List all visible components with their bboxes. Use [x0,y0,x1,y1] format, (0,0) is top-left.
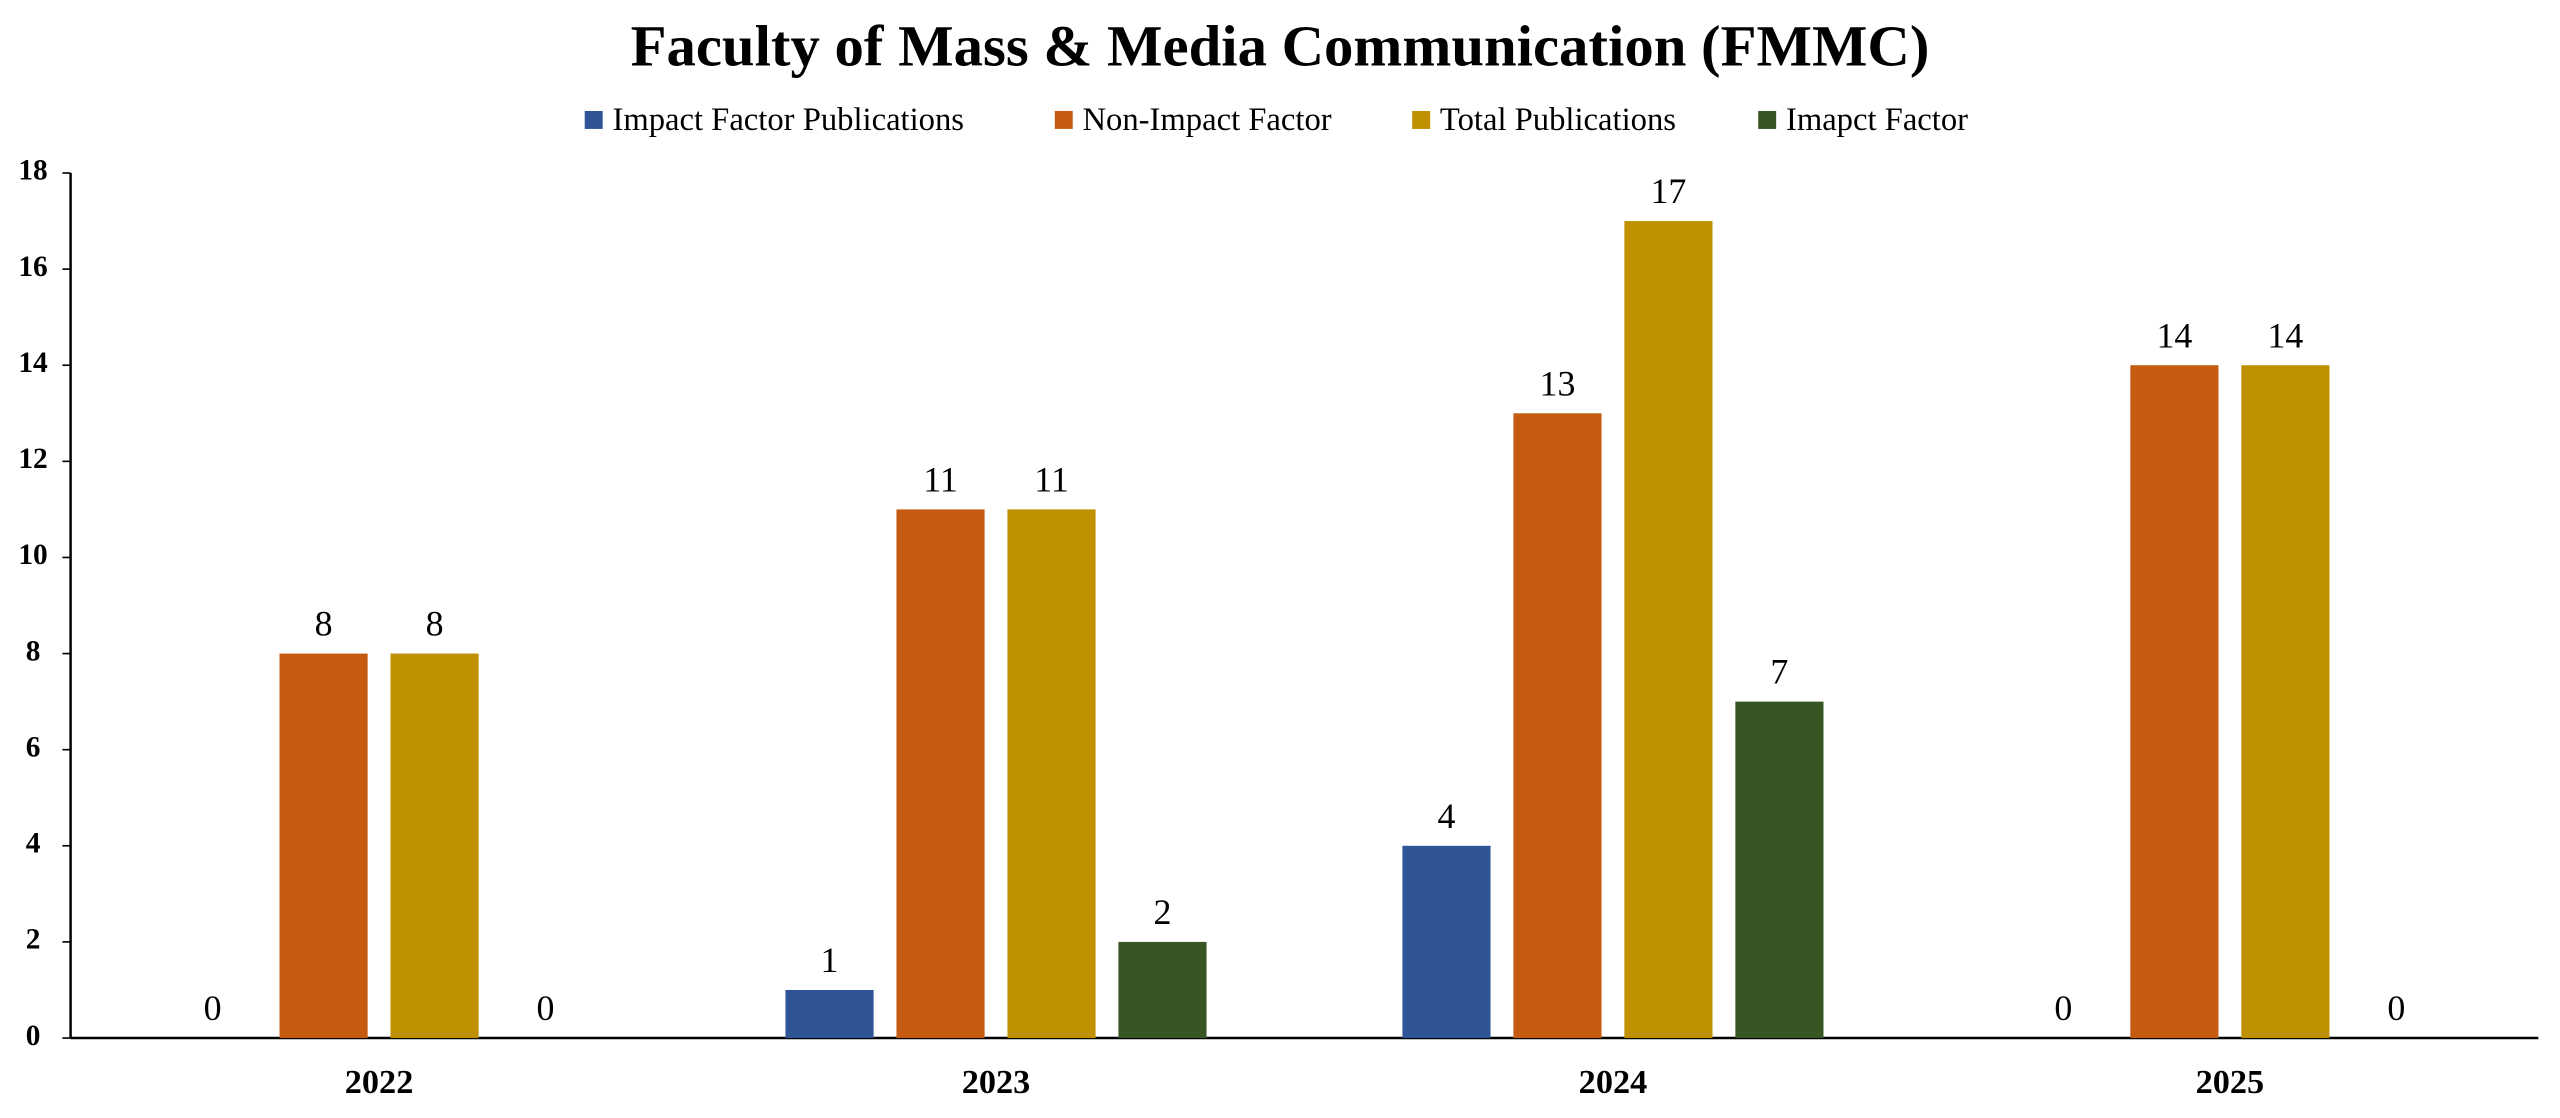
legend-label: Non-Impact Factor [1083,102,1332,138]
data-label: 1 [821,940,839,980]
y-tick-label: 18 [18,155,47,187]
bar [1624,221,1713,1039]
bar [279,653,368,1039]
bar [785,989,874,1039]
y-tick-label: 12 [18,443,47,475]
data-label: 4 [1437,796,1455,836]
x-tick-label: 2023 [962,1063,1031,1101]
data-label: 17 [1650,171,1686,211]
bar [390,653,479,1039]
data-label: 0 [204,988,222,1028]
bar [1735,701,1824,1039]
data-label: 14 [2156,315,2192,355]
data-label: 8 [315,604,333,644]
x-tick-label: 2025 [2196,1063,2265,1101]
data-label: 0 [2054,988,2072,1028]
data-label: 0 [2387,988,2405,1028]
data-label: 2 [1154,892,1172,932]
y-tick-label: 2 [26,924,41,956]
data-label: 11 [1034,460,1069,500]
y-tick-label: 6 [26,731,41,763]
data-label: 0 [537,988,555,1028]
y-tick-label: 4 [26,828,41,860]
bar [1513,413,1602,1039]
data-label: 7 [1770,652,1788,692]
data-label: 14 [2267,315,2303,355]
bar [1118,941,1207,1039]
bar [2241,365,2330,1039]
x-tick-label: 2024 [1579,1063,1648,1101]
y-tick-label: 0 [26,1020,41,1052]
bar [896,509,985,1039]
y-tick-label: 10 [18,539,47,571]
bar [2130,365,2219,1039]
x-tick-label: 2022 [345,1063,414,1101]
legend-label: Imapct Factor [1786,102,1968,138]
legend-swatch [584,110,603,129]
data-label: 11 [923,460,958,500]
legend-label: Impact Factor Publications [612,102,964,138]
y-tick-label: 8 [26,635,41,667]
bar [1402,845,1491,1039]
bar [1007,509,1096,1039]
chart-title: Faculty of Mass & Media Communication (F… [631,14,1930,79]
data-label: 8 [426,604,444,644]
y-tick-label: 14 [18,347,48,379]
y-tick-label: 16 [18,251,47,283]
legend-swatch [1412,110,1431,129]
data-label: 13 [1540,363,1576,403]
legend-label: Total Publications [1440,102,1676,138]
legend-swatch [1054,110,1073,129]
legend-swatch [1758,110,1777,129]
